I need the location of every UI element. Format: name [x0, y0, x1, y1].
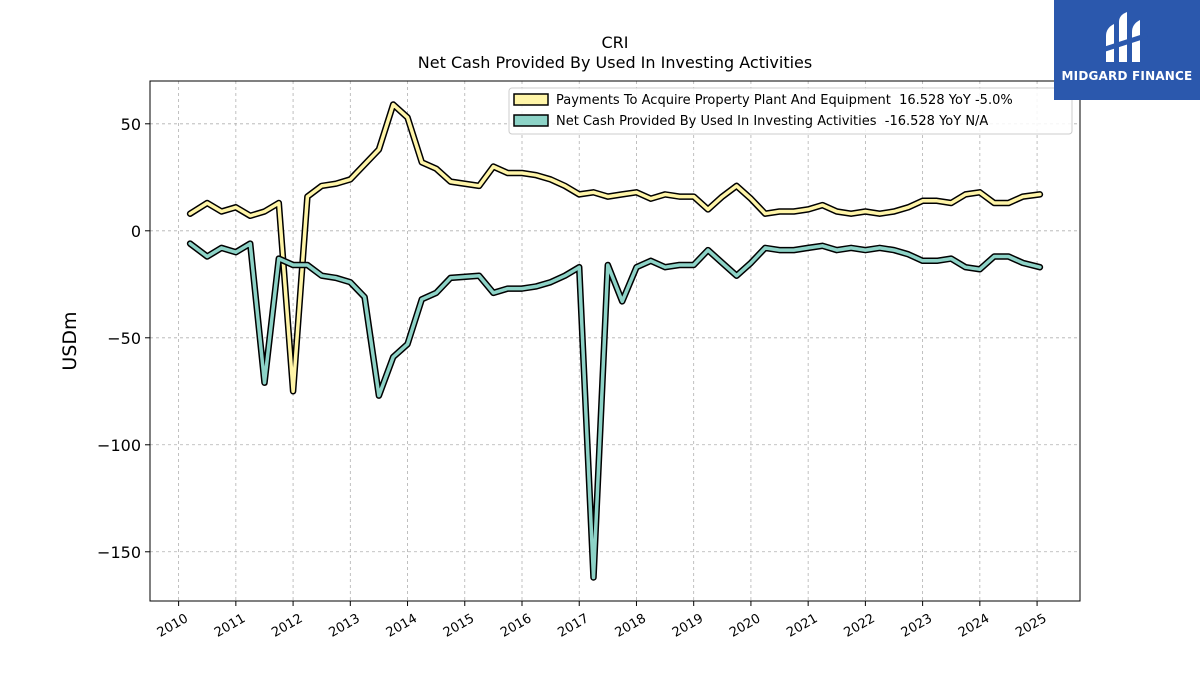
x-tick-label: 2024 [956, 611, 992, 641]
series-lines [186, 101, 1044, 581]
x-tick-label: 2025 [1013, 611, 1049, 641]
x-tick-label: 2020 [727, 611, 763, 641]
y-tick-label: −50 [107, 329, 141, 348]
x-tick-label: 2021 [784, 611, 820, 641]
midgard-logo-icon [1102, 12, 1148, 62]
series-outline-1 [186, 240, 1044, 581]
legend-box [508, 87, 1073, 135]
legend: Payments To Acquire Property Plant And E… [508, 87, 1073, 135]
x-tick-label: 2018 [613, 611, 649, 641]
series-line-0 [188, 102, 1042, 394]
series-line-1 [188, 241, 1042, 580]
legend-swatch-investing [513, 114, 549, 127]
x-tick-label: 2013 [326, 611, 362, 641]
plot-frame [149, 80, 1081, 602]
y-tick-label: −100 [97, 436, 141, 455]
brand-name: MIDGARD FINANCE [1061, 69, 1193, 83]
series-outline-0 [186, 101, 1044, 395]
y-tick-label: 0 [131, 222, 141, 241]
x-tick-label: 2010 [155, 611, 191, 641]
brand-logo: MIDGARD FINANCE [1054, 0, 1200, 100]
grid [150, 81, 1080, 601]
x-tick-label: 2022 [842, 611, 878, 641]
x-tick-label: 2023 [899, 611, 935, 641]
x-tick-label: 2014 [384, 611, 420, 641]
x-tick-label: 2015 [441, 611, 477, 641]
x-tick-label: 2011 [212, 611, 248, 641]
chart-subtitle: Net Cash Provided By Used In Investing A… [418, 53, 812, 72]
x-tick-label: 2017 [555, 611, 591, 641]
x-tick-label: 2016 [498, 611, 534, 641]
y-axis-label: USDm [59, 311, 81, 370]
legend-swatch-capex [513, 93, 549, 106]
x-tick-label: 2012 [269, 611, 305, 641]
x-tick-label: 2019 [670, 611, 706, 641]
legend-label-investing: Net Cash Provided By Used In Investing A… [556, 114, 988, 129]
y-tick-label: 50 [121, 115, 141, 134]
chart-title: CRI [601, 33, 628, 52]
legend-label-capex: Payments To Acquire Property Plant And E… [556, 93, 1013, 108]
y-tick-label: −150 [97, 543, 141, 562]
